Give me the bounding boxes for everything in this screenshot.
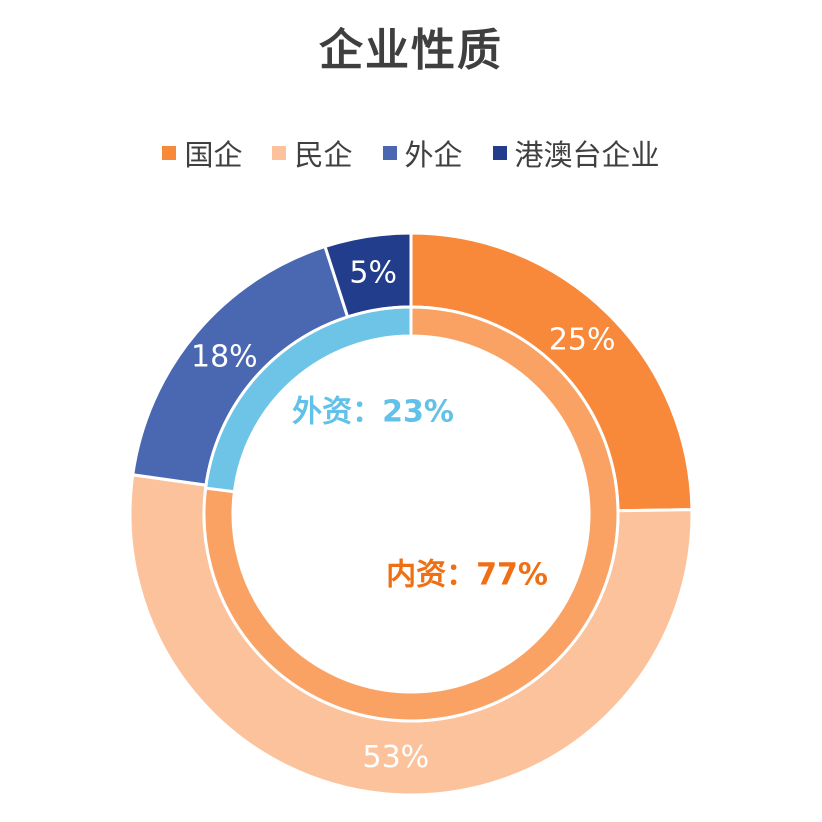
legend-label: 国企 — [184, 138, 243, 172]
inner-data-label: 内资：77% — [386, 558, 548, 593]
legend-swatch — [492, 146, 507, 160]
legend-swatch — [382, 146, 397, 160]
legend-swatch — [272, 146, 287, 160]
legend-item: 港澳台企业 — [492, 132, 660, 174]
inner-slice — [202, 305, 620, 723]
legend-label: 民企 — [294, 138, 353, 172]
outer-data-label: 53% — [362, 740, 429, 775]
inner-data-label: 外资：23% — [292, 395, 454, 430]
legend-label: 港澳台企业 — [514, 138, 660, 172]
inner-slice — [203, 305, 413, 494]
legend-item: 民企 — [272, 132, 353, 174]
legend-item: 国企 — [162, 132, 242, 174]
chart-title: 企业性质 — [319, 25, 503, 76]
outer-data-label: 18% — [191, 339, 258, 374]
legend-item: 外企 — [382, 132, 463, 174]
outer-data-label: 25% — [549, 323, 616, 358]
legend-label: 外企 — [404, 138, 463, 172]
legend-swatch — [162, 146, 177, 160]
outer-data-label: 5% — [349, 255, 397, 290]
legend: 国企 民企 外企 港澳台企业 — [0, 132, 822, 174]
